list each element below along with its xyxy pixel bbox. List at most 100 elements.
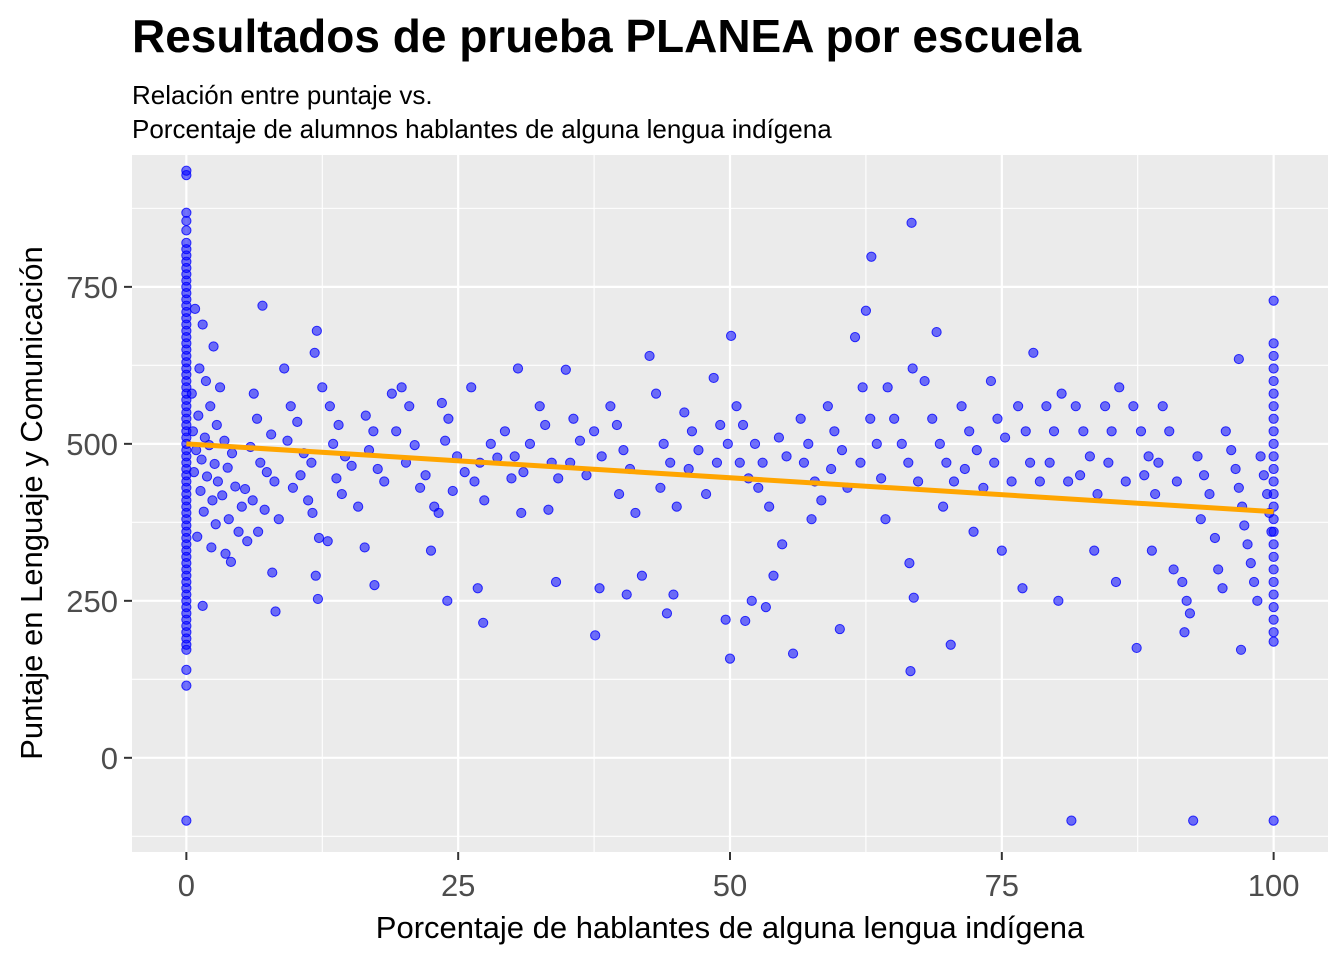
x-tick-label: 25 bbox=[441, 868, 475, 903]
data-point bbox=[189, 303, 201, 314]
data-point bbox=[248, 388, 259, 399]
data-point bbox=[985, 375, 997, 387]
data-point bbox=[971, 445, 982, 456]
data-point bbox=[1139, 470, 1150, 481]
data-point bbox=[485, 438, 496, 449]
data-point bbox=[708, 372, 719, 384]
data-point bbox=[671, 501, 682, 512]
data-point bbox=[1188, 815, 1199, 826]
data-point bbox=[236, 501, 247, 512]
data-point bbox=[934, 438, 945, 449]
data-point bbox=[312, 593, 324, 605]
data-point bbox=[773, 432, 785, 443]
data-point bbox=[849, 331, 861, 343]
data-point bbox=[369, 580, 380, 591]
data-point bbox=[499, 426, 511, 437]
chart-subtitle-line-2: Porcentaje de alumnos hablantes de algun… bbox=[132, 114, 832, 144]
data-point bbox=[1135, 426, 1147, 437]
data-point bbox=[1268, 438, 1279, 449]
data-point bbox=[989, 457, 1000, 468]
data-point bbox=[472, 583, 483, 594]
data-point bbox=[181, 215, 192, 227]
data-point bbox=[679, 407, 690, 418]
data-point bbox=[181, 644, 192, 655]
data-point bbox=[803, 438, 814, 449]
data-point bbox=[328, 438, 339, 449]
data-point bbox=[324, 401, 335, 412]
data-point bbox=[1242, 539, 1253, 550]
data-point bbox=[1056, 388, 1067, 399]
data-point bbox=[1181, 595, 1192, 606]
data-point bbox=[217, 490, 228, 501]
data-point bbox=[269, 476, 280, 487]
data-point bbox=[956, 401, 967, 412]
data-point bbox=[999, 432, 1011, 443]
data-point bbox=[630, 507, 641, 519]
data-point bbox=[206, 542, 217, 553]
data-point bbox=[1100, 401, 1111, 412]
data-point bbox=[711, 457, 723, 468]
data-point bbox=[605, 401, 616, 412]
data-point bbox=[588, 426, 600, 437]
data-point bbox=[1103, 457, 1114, 468]
data-point bbox=[303, 495, 314, 506]
data-point bbox=[1268, 589, 1279, 600]
data-point bbox=[1268, 463, 1279, 475]
data-point bbox=[1268, 413, 1279, 424]
data-point bbox=[1114, 382, 1125, 393]
data-point bbox=[192, 531, 203, 542]
data-point bbox=[1066, 815, 1077, 826]
data-point bbox=[836, 445, 848, 456]
data-point bbox=[292, 416, 303, 427]
data-point bbox=[720, 614, 731, 625]
data-points bbox=[181, 165, 1279, 826]
data-point bbox=[310, 570, 321, 581]
data-point bbox=[478, 617, 489, 628]
data-point bbox=[1028, 347, 1039, 358]
data-point bbox=[1268, 514, 1279, 525]
data-point bbox=[386, 388, 397, 399]
data-point bbox=[938, 501, 949, 512]
data-point bbox=[1268, 815, 1279, 826]
data-point bbox=[1268, 476, 1279, 487]
data-point bbox=[193, 410, 204, 421]
data-point bbox=[404, 401, 415, 412]
data-point bbox=[992, 413, 1003, 424]
data-point bbox=[309, 347, 320, 358]
data-point bbox=[1255, 451, 1266, 462]
data-point bbox=[1013, 401, 1024, 412]
data-point bbox=[242, 536, 253, 547]
data-point bbox=[1268, 526, 1279, 537]
data-point bbox=[855, 457, 866, 468]
data-point bbox=[661, 608, 673, 619]
data-point bbox=[781, 451, 792, 462]
data-point bbox=[658, 438, 669, 449]
data-point bbox=[1078, 426, 1089, 437]
data-point bbox=[205, 401, 216, 412]
data-point bbox=[611, 419, 623, 431]
data-point bbox=[433, 507, 444, 519]
data-point bbox=[693, 445, 704, 456]
data-point bbox=[1268, 388, 1279, 399]
data-point bbox=[1075, 470, 1086, 481]
data-point bbox=[968, 526, 979, 537]
data-point bbox=[372, 463, 383, 475]
data-point bbox=[1044, 457, 1055, 468]
data-point bbox=[1006, 476, 1017, 487]
data-point bbox=[225, 556, 237, 567]
data-point bbox=[195, 485, 206, 497]
data-point bbox=[425, 545, 437, 556]
data-point bbox=[734, 457, 745, 468]
data-point bbox=[233, 526, 244, 537]
data-point bbox=[442, 595, 453, 606]
data-point bbox=[724, 653, 736, 664]
data-point bbox=[1034, 476, 1045, 487]
data-point bbox=[880, 514, 891, 525]
data-point bbox=[201, 471, 213, 482]
data-point bbox=[1209, 532, 1221, 544]
data-point bbox=[764, 501, 775, 512]
data-point bbox=[725, 330, 737, 341]
data-point bbox=[931, 326, 942, 338]
data-point bbox=[574, 435, 586, 446]
